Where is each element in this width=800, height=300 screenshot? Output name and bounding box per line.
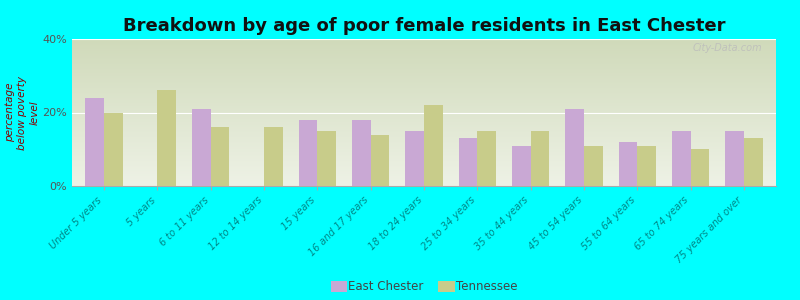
Bar bbox=[352, 120, 370, 186]
Bar bbox=[744, 138, 762, 186]
Legend: East Chester, Tennessee: East Chester, Tennessee bbox=[326, 275, 522, 298]
Bar bbox=[690, 149, 710, 186]
Bar bbox=[210, 127, 230, 186]
Bar bbox=[726, 131, 744, 186]
Bar bbox=[86, 98, 104, 186]
Bar bbox=[104, 112, 122, 186]
Bar bbox=[424, 105, 442, 186]
Bar bbox=[672, 131, 690, 186]
Bar bbox=[512, 146, 530, 186]
Text: City-Data.com: City-Data.com bbox=[692, 44, 762, 53]
Bar bbox=[584, 146, 602, 186]
Bar bbox=[478, 131, 496, 186]
Bar bbox=[530, 131, 550, 186]
Bar bbox=[458, 138, 478, 186]
Bar bbox=[618, 142, 638, 186]
Bar bbox=[264, 127, 282, 186]
Bar bbox=[192, 109, 210, 186]
Bar bbox=[370, 134, 390, 186]
Bar bbox=[158, 90, 176, 186]
Y-axis label: percentage
below poverty
level: percentage below poverty level bbox=[5, 76, 40, 149]
Bar bbox=[318, 131, 336, 186]
Bar bbox=[638, 146, 656, 186]
Bar bbox=[566, 109, 584, 186]
Bar bbox=[406, 131, 424, 186]
Title: Breakdown by age of poor female residents in East Chester: Breakdown by age of poor female resident… bbox=[122, 17, 726, 35]
Bar bbox=[298, 120, 318, 186]
